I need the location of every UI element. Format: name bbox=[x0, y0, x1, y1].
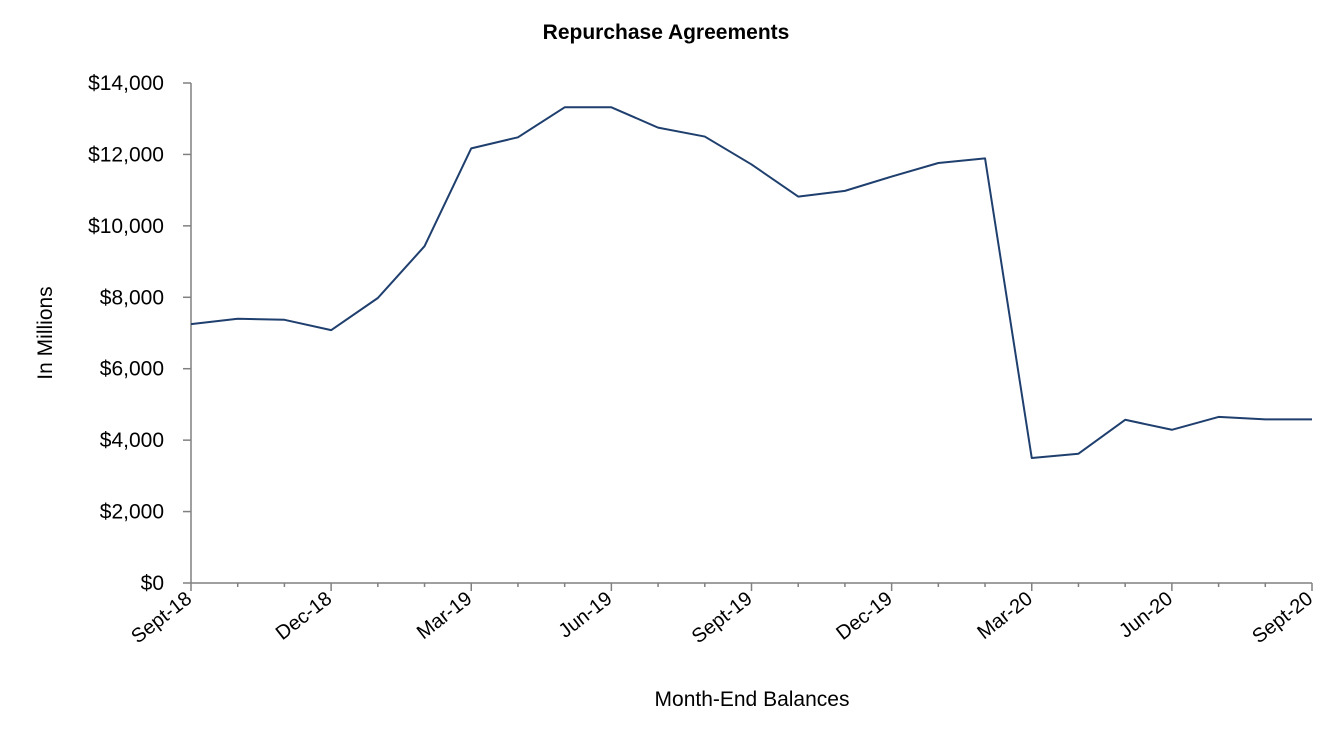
x-tick-label: Sept-20 bbox=[1248, 588, 1317, 648]
y-tick-label: $4,000 bbox=[100, 429, 164, 452]
x-tick-label: Mar-19 bbox=[413, 588, 476, 644]
x-tick-label: Dec-18 bbox=[272, 588, 336, 645]
y-tick-label: $14,000 bbox=[88, 72, 164, 95]
axes: $0 $2,000 $4,000 $6,000 $8,000 $10,000 $12,000… bbox=[88, 72, 1317, 648]
series-line bbox=[190, 106, 1312, 459]
x-tick-label: Dec-19 bbox=[832, 588, 896, 645]
y-tick-label: $8,000 bbox=[100, 286, 164, 309]
y-tick-label: $0 bbox=[141, 572, 164, 595]
x-tick-label: Jun-20 bbox=[1115, 588, 1177, 643]
y-tick-label: $6,000 bbox=[100, 358, 164, 381]
y-tick-label: $10,000 bbox=[88, 215, 164, 238]
x-tick-label: Mar-20 bbox=[973, 588, 1036, 644]
x-tick-label: Sept-18 bbox=[127, 588, 196, 648]
x-axis-label: Month-End Balances bbox=[655, 688, 850, 711]
y-axis-label: In Millions bbox=[34, 286, 57, 379]
chart-title: Repurchase Agreements bbox=[543, 21, 790, 44]
plot-area bbox=[190, 106, 1312, 459]
y-tick-label: $2,000 bbox=[100, 501, 164, 524]
y-tick-label: $12,000 bbox=[88, 143, 164, 166]
x-tick-label: Sept-19 bbox=[688, 588, 757, 648]
x-tick-label: Jun-19 bbox=[555, 588, 617, 643]
